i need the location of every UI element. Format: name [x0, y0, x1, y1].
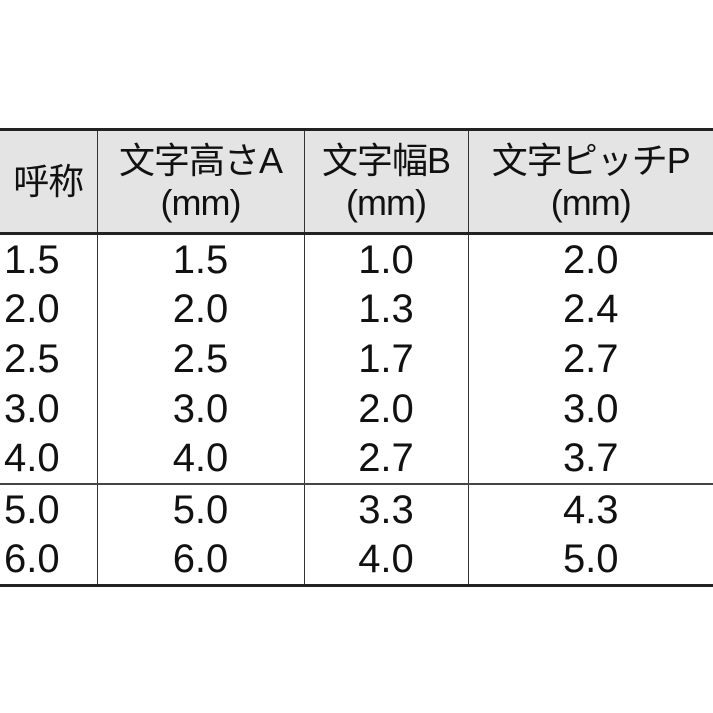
cell-nominal: 3.0 — [4, 386, 60, 431]
cell-char-width: 4.0 — [303, 534, 468, 586]
table-row: 2.5 2.5 1.7 2.7 — [0, 334, 713, 384]
cell-nominal: 4.0 — [4, 436, 60, 481]
cell-char-pitch: 2.4 — [467, 284, 713, 335]
table-row: 3.0 3.0 2.0 3.0 — [0, 383, 713, 434]
cell-nominal: 5.0 — [0, 482, 97, 535]
cell-nominal: 2.5 — [4, 336, 60, 381]
cell-nominal: 1.5 — [4, 237, 60, 282]
table-row: 4.0 4.0 2.7 3.7 — [0, 433, 713, 484]
cell-nominal: 6.0 — [4, 537, 60, 582]
cell-char-height: 5.0 — [96, 482, 304, 535]
header-label: 文字高さA — [118, 139, 283, 181]
cell-char-pitch: 3.7 — [467, 433, 713, 484]
header-nominal: 呼称 — [0, 130, 97, 234]
cell-char-width: 2.0 — [303, 383, 468, 434]
cell-char-width: 1.0 — [303, 233, 468, 285]
header-char-width: 文字幅B (mm) — [303, 129, 468, 234]
table-body: 1.5 1.5 1.0 2.0 2.0 2.0 1.3 2.4 2.5 2.5 1.7 2.7 3.0 3… — [0, 233, 713, 586]
header-unit: (mm) — [346, 181, 427, 223]
header-unit: (mm) — [160, 181, 242, 223]
cell-char-pitch: 5.0 — [467, 534, 713, 586]
table-row: 5.0 5.0 3.3 4.3 — [0, 482, 713, 535]
header-unit: (mm) — [550, 181, 632, 223]
cell-char-height: 4.0 — [96, 433, 304, 484]
cell-char-height: 6.0 — [96, 534, 304, 586]
spec-table: 呼称 文字高さA (mm) 文字幅B (mm) 文字ピッチP (mm) 1.5 1.5 1… — [0, 128, 713, 587]
header-char-height: 文字高さA (mm) — [96, 129, 304, 234]
header-char-pitch: 文字ピッチP (mm) — [467, 129, 713, 234]
header-label: 文字ピッチP — [491, 139, 691, 181]
table-row: 1.5 1.5 1.0 2.0 — [0, 233, 713, 285]
table-header: 呼称 文字高さA (mm) 文字幅B (mm) 文字ピッチP (mm) — [0, 129, 713, 234]
cell-char-pitch: 3.0 — [467, 383, 713, 434]
cell-char-pitch: 4.3 — [467, 482, 713, 535]
cell-char-width: 1.7 — [303, 334, 468, 384]
cell-char-width: 1.3 — [303, 284, 468, 335]
cell-char-height: 2.0 — [96, 284, 304, 335]
cell-char-pitch: 2.7 — [467, 334, 713, 384]
cell-char-height: 3.0 — [96, 383, 304, 434]
cell-char-height: 1.5 — [96, 233, 304, 285]
cell-char-width: 2.7 — [303, 433, 468, 484]
header-label: 文字幅B — [321, 139, 451, 181]
table-row: 6.0 6.0 4.0 5.0 — [0, 534, 713, 586]
cell-char-pitch: 2.0 — [467, 233, 713, 285]
cell-nominal: 2.0 — [4, 287, 60, 332]
table-row: 2.0 2.0 1.3 2.4 — [0, 284, 713, 335]
header-label: 呼称 — [13, 160, 84, 202]
cell-char-width: 3.3 — [303, 482, 468, 535]
cell-char-height: 2.5 — [96, 334, 304, 384]
